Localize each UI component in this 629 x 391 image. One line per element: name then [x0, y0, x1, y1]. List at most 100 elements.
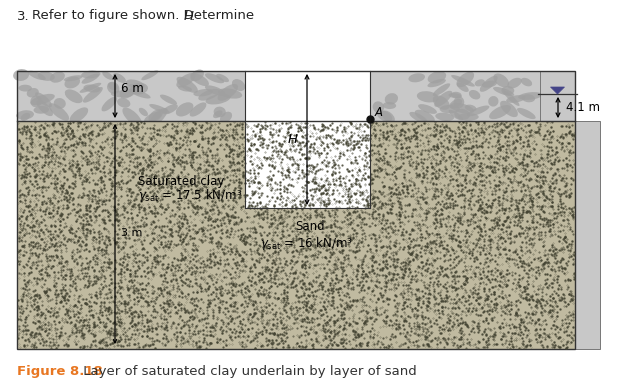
Ellipse shape: [206, 94, 231, 104]
Ellipse shape: [382, 102, 396, 109]
Ellipse shape: [101, 97, 117, 111]
Ellipse shape: [500, 101, 518, 117]
Polygon shape: [550, 87, 564, 94]
Ellipse shape: [480, 76, 498, 92]
Ellipse shape: [218, 84, 238, 101]
Ellipse shape: [418, 104, 437, 114]
Ellipse shape: [36, 100, 53, 116]
Ellipse shape: [53, 98, 66, 109]
Ellipse shape: [178, 86, 192, 91]
Ellipse shape: [26, 88, 39, 97]
Text: A: A: [375, 106, 383, 118]
Text: $\gamma_{\mathrm{sat}}$ = 17.5 kN/m³: $\gamma_{\mathrm{sat}}$ = 17.5 kN/m³: [138, 187, 242, 203]
Bar: [575, 121, 600, 349]
Ellipse shape: [107, 82, 120, 94]
Ellipse shape: [451, 75, 475, 87]
Ellipse shape: [454, 96, 464, 108]
Ellipse shape: [160, 95, 177, 105]
Ellipse shape: [434, 91, 452, 107]
Ellipse shape: [216, 74, 229, 82]
Ellipse shape: [191, 70, 204, 81]
Ellipse shape: [113, 73, 126, 83]
Bar: [370, 71, 540, 121]
Ellipse shape: [111, 90, 133, 97]
Ellipse shape: [205, 73, 224, 83]
Ellipse shape: [428, 79, 446, 87]
Ellipse shape: [448, 110, 463, 120]
Ellipse shape: [517, 108, 536, 119]
Ellipse shape: [193, 89, 213, 97]
Ellipse shape: [19, 85, 32, 91]
Ellipse shape: [448, 93, 462, 99]
Ellipse shape: [377, 110, 392, 122]
Ellipse shape: [148, 108, 167, 127]
Ellipse shape: [177, 77, 198, 93]
Ellipse shape: [449, 99, 462, 109]
Ellipse shape: [450, 103, 474, 114]
Ellipse shape: [176, 102, 194, 117]
Ellipse shape: [493, 74, 509, 88]
Ellipse shape: [488, 96, 498, 107]
Ellipse shape: [144, 111, 162, 123]
Ellipse shape: [433, 83, 450, 96]
Ellipse shape: [117, 98, 130, 108]
Ellipse shape: [30, 94, 55, 105]
Ellipse shape: [489, 105, 511, 119]
Ellipse shape: [385, 93, 398, 104]
Ellipse shape: [49, 103, 69, 121]
Ellipse shape: [415, 110, 435, 122]
Text: .: .: [191, 9, 195, 23]
Ellipse shape: [198, 89, 220, 100]
Ellipse shape: [64, 77, 80, 88]
Ellipse shape: [408, 73, 425, 83]
Ellipse shape: [30, 95, 42, 107]
Ellipse shape: [38, 72, 55, 81]
Ellipse shape: [469, 90, 481, 99]
Ellipse shape: [440, 105, 460, 113]
Ellipse shape: [80, 83, 101, 93]
Bar: [17, 121, 575, 349]
Ellipse shape: [108, 82, 118, 90]
Text: H: H: [288, 133, 298, 146]
Ellipse shape: [83, 87, 103, 103]
Ellipse shape: [522, 94, 535, 102]
Text: 3 m: 3 m: [121, 228, 142, 238]
Ellipse shape: [218, 88, 242, 99]
Ellipse shape: [148, 109, 163, 122]
Bar: [245, 71, 370, 208]
Ellipse shape: [13, 69, 29, 81]
Ellipse shape: [467, 106, 489, 116]
Ellipse shape: [190, 102, 206, 117]
Ellipse shape: [82, 74, 99, 84]
Ellipse shape: [417, 91, 438, 102]
Ellipse shape: [433, 95, 450, 110]
Ellipse shape: [123, 108, 142, 127]
Ellipse shape: [220, 112, 232, 123]
Ellipse shape: [84, 84, 101, 92]
Ellipse shape: [149, 104, 170, 113]
Ellipse shape: [81, 71, 101, 79]
Ellipse shape: [409, 112, 427, 123]
Bar: [17, 71, 575, 349]
Bar: [245, 121, 370, 208]
Text: Saturated clay: Saturated clay: [138, 174, 225, 188]
Text: H: H: [184, 9, 194, 23]
Ellipse shape: [191, 73, 209, 86]
Ellipse shape: [506, 95, 526, 103]
Ellipse shape: [65, 90, 83, 103]
Ellipse shape: [451, 92, 462, 98]
Ellipse shape: [33, 106, 49, 114]
Ellipse shape: [457, 83, 469, 92]
Ellipse shape: [205, 85, 226, 96]
Ellipse shape: [503, 91, 520, 106]
Text: $\gamma_{\mathrm{sat}}$ = 16 kN/m³: $\gamma_{\mathrm{sat}}$ = 16 kN/m³: [260, 235, 353, 251]
Ellipse shape: [142, 70, 159, 80]
Ellipse shape: [457, 72, 474, 87]
Ellipse shape: [501, 86, 515, 95]
Ellipse shape: [493, 87, 515, 96]
Ellipse shape: [435, 113, 454, 121]
Bar: [540, 71, 575, 121]
Ellipse shape: [307, 178, 320, 189]
Ellipse shape: [28, 71, 46, 80]
Ellipse shape: [518, 92, 542, 100]
